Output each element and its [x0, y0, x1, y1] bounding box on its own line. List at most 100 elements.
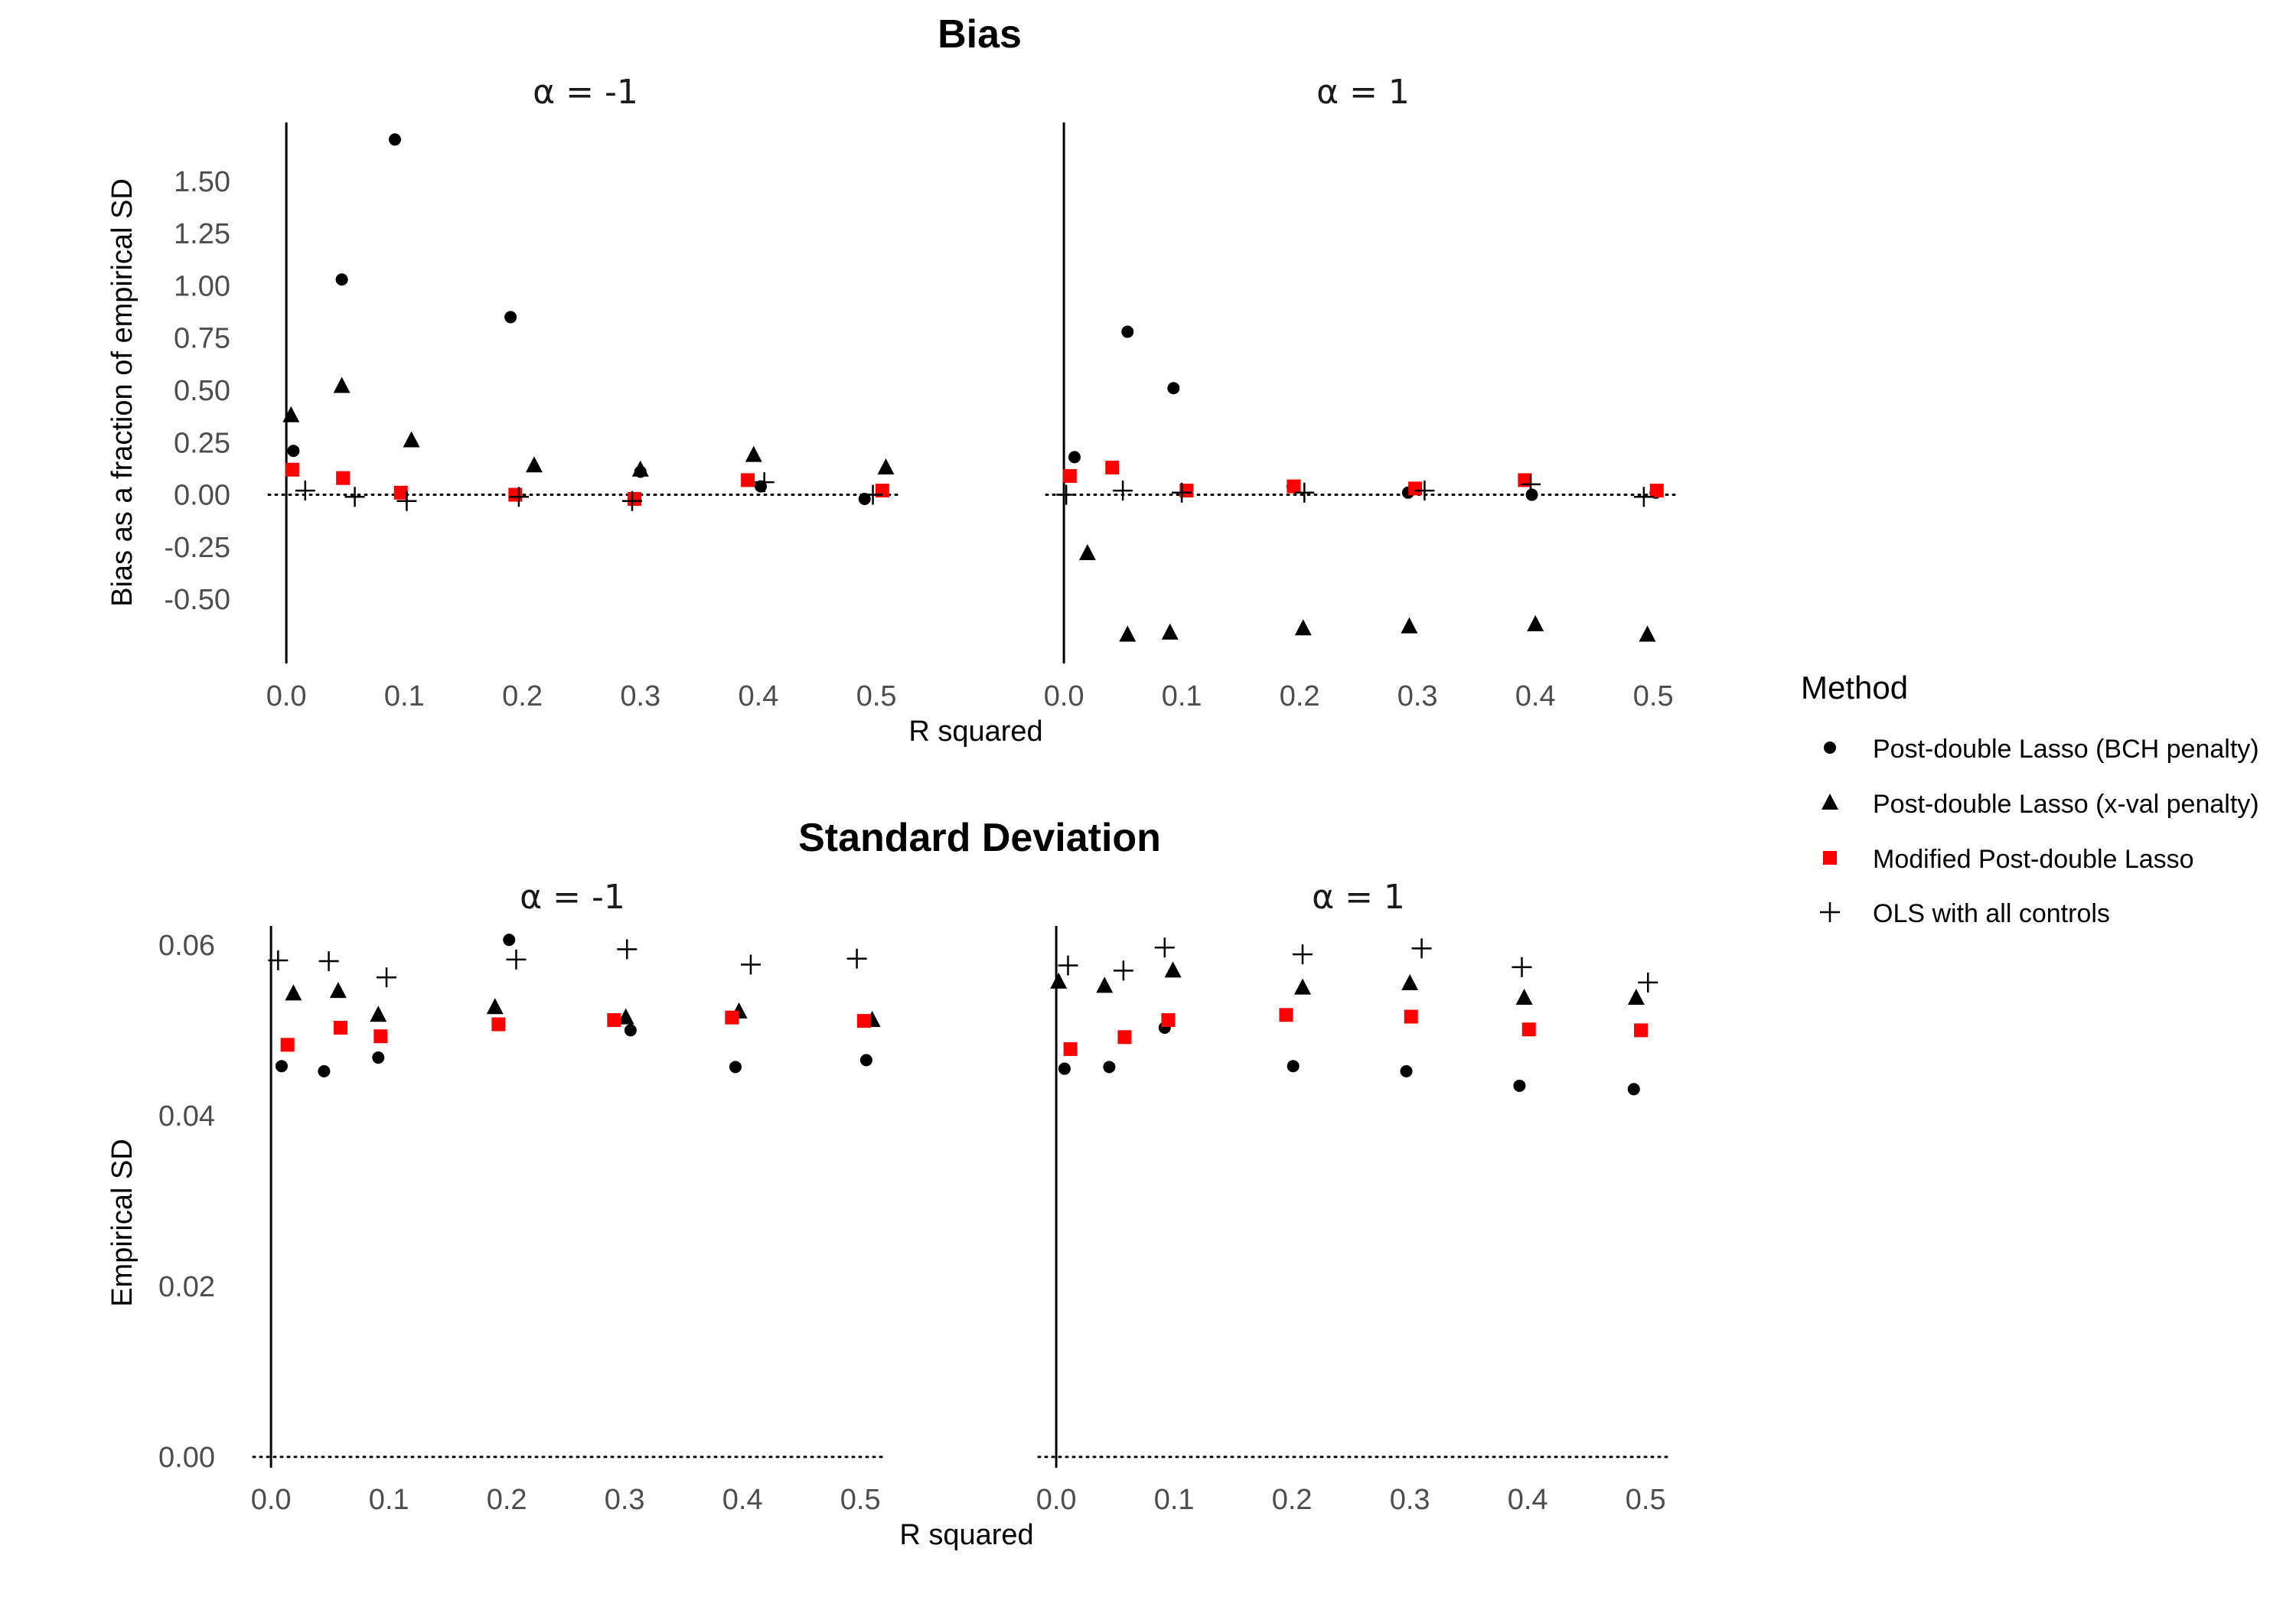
data-point-plus [377, 967, 397, 988]
data-point-plus [621, 491, 642, 511]
data-point-plus [1293, 944, 1313, 965]
data-point-triangle [1294, 978, 1312, 995]
data-point-plus [1638, 972, 1658, 993]
data-point-circle [1068, 451, 1081, 464]
data-point-plus [268, 950, 289, 970]
data-point-triangle [877, 458, 895, 475]
legend-square-icon [1823, 851, 1837, 865]
data-point-circle [1513, 1079, 1526, 1092]
legend-label: Modified Post-double Lasso [1873, 845, 2194, 874]
legend-item: Modified Post-double Lasso [1823, 845, 2194, 874]
data-point-triangle [1294, 619, 1312, 636]
legend-label: Post-double Lasso (x-val penalty) [1873, 790, 2259, 819]
data-point-square [1179, 484, 1194, 498]
data-point-plus [508, 487, 529, 507]
legend-label: OLS with all controls [1873, 899, 2110, 928]
x-tick-label: 0.3 [1397, 680, 1438, 712]
data-point-triangle [1078, 544, 1096, 560]
x-tick-label: 0.0 [266, 680, 307, 712]
data-point-circle [389, 133, 401, 146]
data-point-triangle [1164, 961, 1182, 978]
x-tick-label: 0.1 [1154, 1484, 1195, 1516]
data-point-triangle [403, 431, 420, 448]
data-point-plus [318, 951, 339, 972]
data-point-triangle [333, 376, 351, 393]
data-point-square [1063, 1041, 1078, 1056]
x-tick-label: 0.5 [1626, 1484, 1666, 1516]
data-point-circle [729, 1061, 742, 1074]
x-tick-label: 0.0 [251, 1484, 292, 1516]
x-tick-label: 0.5 [840, 1484, 881, 1516]
data-point-circle [287, 445, 300, 458]
sd-strip-left: α = -1 [520, 878, 625, 917]
y-tick-label: 0.00 [158, 1442, 215, 1474]
data-point-square [491, 1017, 506, 1032]
data-point-plus [396, 491, 417, 511]
data-point-plus [506, 949, 527, 970]
data-point-circle [859, 1054, 872, 1067]
data-point-plus [344, 487, 365, 507]
y-tick-label: 0.50 [174, 375, 230, 407]
x-tick-label: 0.5 [1633, 680, 1674, 712]
data-point-square [607, 1012, 621, 1027]
data-point-circle [1121, 325, 1134, 338]
data-point-plus [1154, 937, 1175, 958]
data-point-square [725, 1010, 739, 1025]
data-point-plus [1058, 955, 1078, 976]
data-point-circle [335, 273, 348, 286]
data-point-square [1404, 1009, 1418, 1024]
data-point-circle [858, 493, 871, 505]
data-point-triangle [631, 460, 649, 477]
data-point-plus [1512, 957, 1532, 977]
bias-title: Bias [938, 12, 1022, 57]
data-point-circle [1103, 1061, 1116, 1074]
data-point-circle [318, 1064, 331, 1077]
data-point-square [1279, 1008, 1293, 1022]
data-point-square [1408, 481, 1423, 496]
bias-x-axis-label: R squared [908, 715, 1042, 748]
data-point-triangle [1161, 623, 1179, 640]
data-point-plus [1172, 482, 1192, 503]
x-tick-label: 0.2 [502, 680, 543, 712]
data-point-square [373, 1029, 388, 1044]
data-point-triangle [282, 406, 300, 422]
sd-panel-right: 0.0 0.1 0.2 0.3 0.4 0.5 [1036, 926, 1671, 1516]
y-tick-label: 0.00 [174, 480, 230, 512]
x-tick-label: 0.0 [1036, 1484, 1077, 1516]
bias-y-axis-label: Bias as a fraction of empirical SD [106, 178, 139, 607]
data-point-square [1117, 1030, 1132, 1045]
legend-label: Post-double Lasso (BCH penalty) [1873, 735, 2259, 764]
data-point-triangle [1050, 972, 1068, 989]
data-point-square [856, 1014, 871, 1028]
legend-item: OLS with all controls [1820, 899, 2110, 928]
x-tick-label: 0.3 [1390, 1484, 1430, 1516]
y-tick-label: 0.25 [174, 427, 230, 459]
data-point-triangle [1515, 989, 1533, 1006]
x-tick-label: 0.4 [739, 680, 779, 712]
sd-panel-left: 0.0 0.1 0.2 0.3 0.4 0.5 0.00 0.02 0.04 0.06 [158, 926, 885, 1516]
data-point-square [1287, 479, 1301, 494]
y-tick-label: 1.00 [174, 270, 230, 302]
y-tick-label: 0.04 [158, 1100, 215, 1133]
data-point-plus [1411, 938, 1432, 959]
x-tick-label: 0.1 [369, 1484, 409, 1516]
x-tick-label: 0.5 [856, 680, 897, 712]
sd-x-axis-label: R squared [899, 1519, 1033, 1551]
legend-circle-icon [1824, 742, 1836, 754]
data-point-plus [1113, 960, 1133, 981]
data-point-square [628, 492, 642, 506]
legend-title: Method [1801, 670, 1908, 706]
data-point-plus [617, 939, 638, 960]
sd-y-axis-label: Empirical SD [106, 1139, 139, 1307]
x-tick-label: 0.3 [605, 1484, 645, 1516]
data-point-square [285, 462, 299, 477]
data-point-triangle [1639, 625, 1656, 642]
data-point-square [1105, 461, 1120, 475]
data-point-square [508, 487, 523, 502]
data-point-circle [1627, 1083, 1640, 1096]
data-point-triangle [329, 982, 347, 999]
legend-item: Post-double Lasso (x-val penalty) [1821, 790, 2259, 819]
data-point-triangle [745, 445, 762, 462]
data-point-triangle [486, 998, 504, 1015]
data-point-plus [1633, 487, 1654, 507]
